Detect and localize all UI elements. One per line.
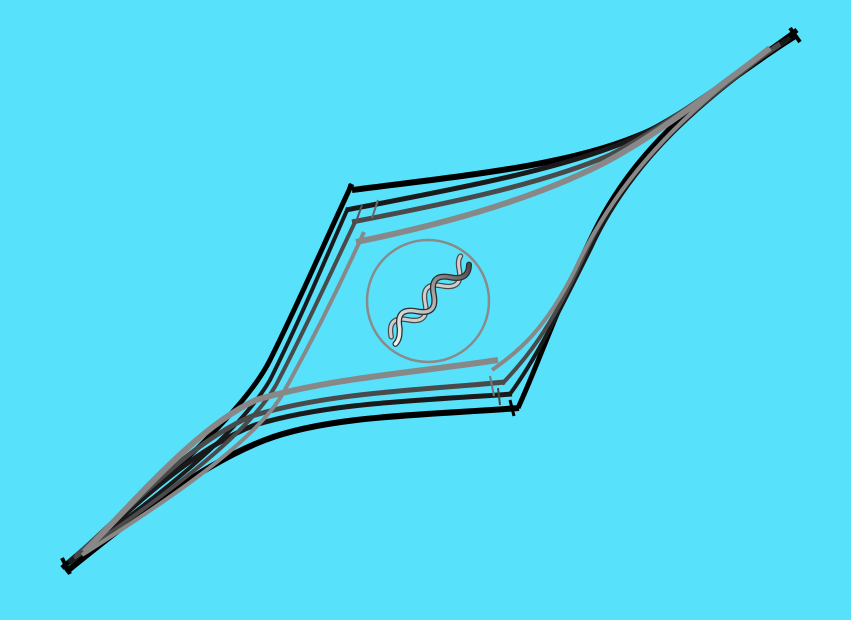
fiber-end-ticks [344,183,516,417]
dna-icon [387,253,473,347]
nucleus-circle [365,238,491,364]
fiber-strand-light-gray [80,45,772,557]
